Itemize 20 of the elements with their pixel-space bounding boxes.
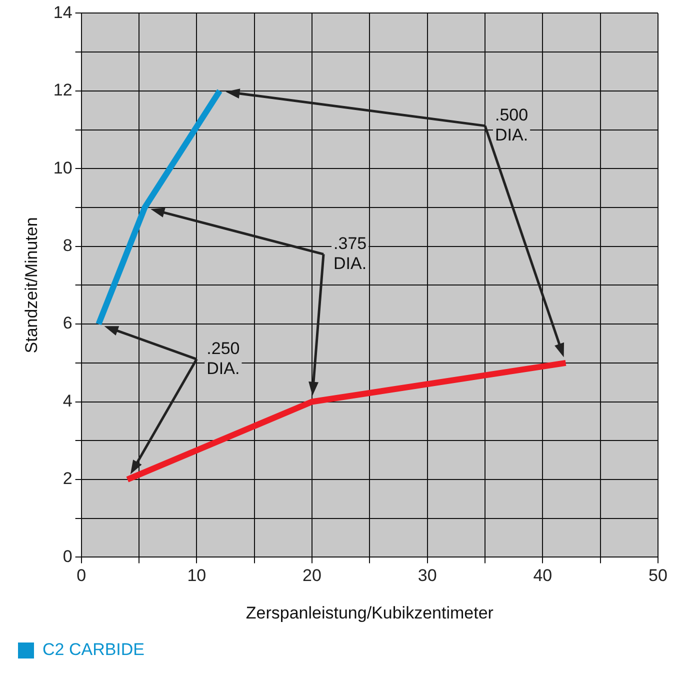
annotation: .375 DIA. — [334, 234, 367, 273]
y-tick-label: 6 — [62, 314, 72, 333]
x-tick-label: 40 — [533, 566, 552, 586]
y-axis-title: Standzeit/Minuten — [22, 217, 41, 354]
y-tick-label: 2 — [62, 469, 72, 488]
annotation: .500 DIA. — [494, 105, 528, 144]
x-tick-label: 50 — [648, 566, 668, 586]
x-tick-label: 0 — [76, 566, 86, 586]
y-tick-label: 8 — [62, 236, 72, 256]
x-tick-label: 10 — [187, 566, 206, 586]
x-tick-label: 20 — [302, 566, 322, 586]
annotation: .250 DIA. — [206, 338, 240, 378]
x-axis-title: Zerspanleistung/Kubikzentimeter — [246, 603, 494, 622]
y-tick-label: 4 — [62, 391, 72, 410]
legend-label: C2 CARBIDE — [42, 640, 145, 660]
x-tick-label: 30 — [418, 566, 437, 586]
y-tick-label: 12 — [53, 80, 72, 100]
y-tick-label: 0 — [62, 546, 72, 566]
y-tick-label: 14 — [53, 2, 72, 22]
y-tick-label: 10 — [53, 158, 72, 178]
